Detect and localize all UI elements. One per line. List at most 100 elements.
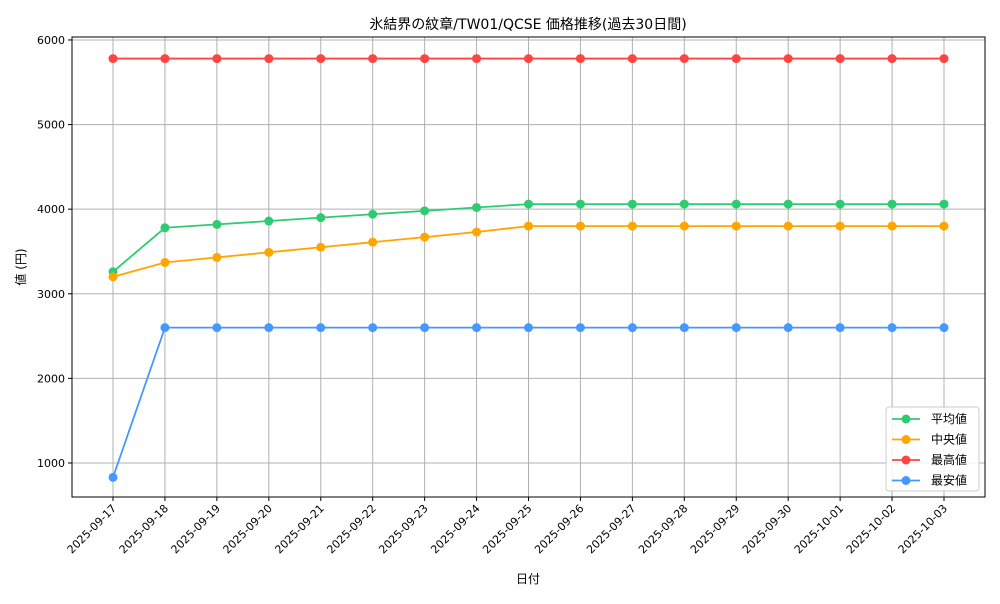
- legend-box: [885, 406, 980, 492]
- data-point: [627, 54, 637, 64]
- data-point: [368, 54, 378, 64]
- data-point: [108, 472, 118, 482]
- x-tick-label: 2025-09-28: [636, 502, 690, 556]
- data-point: [783, 54, 793, 64]
- data-point: [368, 323, 378, 333]
- legend-label: 平均値: [931, 411, 967, 426]
- data-point: [264, 54, 274, 64]
- data-point: [212, 252, 222, 262]
- data-point: [472, 54, 482, 64]
- data-point: [524, 199, 533, 209]
- y-tick-label: 4000: [37, 203, 65, 216]
- data-point: [835, 323, 845, 333]
- data-point: [264, 323, 274, 333]
- x-tick-label: 2025-10-02: [844, 502, 898, 556]
- data-point: [939, 221, 949, 231]
- data-point: [575, 221, 585, 231]
- data-point: [108, 272, 118, 282]
- data-point: [575, 199, 585, 209]
- x-tick-label: 2025-09-21: [272, 502, 326, 556]
- data-point: [939, 323, 949, 333]
- data-point: [627, 323, 637, 333]
- data-point: [627, 221, 637, 231]
- data-point: [575, 323, 585, 333]
- x-tick-label: 2025-09-25: [480, 502, 534, 556]
- data-point: [472, 227, 482, 237]
- data-point: [160, 223, 170, 233]
- x-tick-label: 2025-10-03: [896, 502, 950, 556]
- legend-label: 最高値: [931, 452, 967, 467]
- chart-title: 氷結界の紋章/TW01/QCSE 価格推移(過去30日間): [369, 16, 686, 33]
- data-point: [939, 199, 949, 209]
- data-point: [887, 199, 897, 209]
- data-point: [887, 323, 897, 333]
- data-point: [368, 237, 378, 247]
- data-point: [731, 54, 741, 64]
- legend-label: 最安値: [931, 473, 967, 488]
- data-point: [264, 247, 274, 257]
- x-tick-label: 2025-09-24: [428, 502, 482, 556]
- data-point: [420, 232, 430, 242]
- data-point: [835, 221, 845, 231]
- data-point: [835, 199, 845, 209]
- x-tick-label: 2025-09-23: [376, 502, 430, 556]
- x-tick-label: 2025-09-30: [740, 502, 794, 556]
- data-point: [524, 221, 533, 231]
- data-point: [679, 199, 689, 209]
- data-point: [887, 221, 897, 231]
- data-point: [887, 54, 897, 64]
- data-point: [160, 54, 170, 64]
- x-tick-label: 2025-09-19: [169, 502, 223, 556]
- data-point: [420, 206, 430, 216]
- data-point: [316, 323, 326, 333]
- legend-marker: [901, 455, 911, 465]
- y-axis-label: 値 (円): [13, 248, 28, 285]
- y-tick-label: 3000: [37, 288, 65, 301]
- data-point: [212, 323, 222, 333]
- legend-marker: [901, 476, 911, 485]
- data-point: [835, 54, 845, 64]
- x-tick-label: 2025-09-17: [65, 502, 119, 556]
- data-point: [212, 54, 222, 64]
- y-tick-label: 5000: [37, 119, 65, 132]
- y-tick-label: 1000: [37, 457, 65, 470]
- data-point: [783, 323, 793, 333]
- y-tick-label: 2000: [37, 372, 65, 385]
- y-tick-label: 6000: [37, 34, 65, 47]
- data-point: [368, 209, 378, 219]
- data-point: [731, 221, 741, 231]
- data-point: [627, 199, 637, 209]
- data-point: [160, 323, 170, 333]
- data-point: [108, 54, 118, 64]
- x-tick-label: 2025-09-27: [584, 502, 638, 556]
- data-point: [160, 257, 170, 267]
- data-point: [420, 54, 430, 64]
- data-point: [472, 323, 482, 333]
- x-tick-label: 2025-09-18: [117, 502, 171, 556]
- data-point: [783, 221, 793, 231]
- data-point: [731, 323, 741, 333]
- data-point: [316, 213, 326, 223]
- data-point: [679, 323, 689, 333]
- data-point: [264, 216, 274, 226]
- x-tick-label: 2025-09-20: [221, 502, 275, 556]
- data-point: [472, 202, 482, 212]
- data-point: [420, 323, 430, 333]
- data-point: [316, 54, 326, 64]
- x-tick-label: 2025-09-26: [532, 502, 586, 556]
- data-point: [212, 219, 222, 229]
- data-point: [524, 54, 533, 64]
- x-tick-label: 2025-09-22: [324, 502, 378, 556]
- data-point: [575, 54, 585, 64]
- data-point: [524, 323, 533, 333]
- data-point: [316, 242, 326, 252]
- x-tick-label: 2025-10-01: [792, 502, 846, 556]
- data-point: [679, 54, 689, 64]
- legend-marker: [901, 414, 911, 424]
- data-point: [939, 54, 949, 64]
- data-point: [679, 221, 689, 231]
- x-axis-label: 日付: [516, 572, 540, 586]
- legend-label: 中央値: [931, 432, 967, 447]
